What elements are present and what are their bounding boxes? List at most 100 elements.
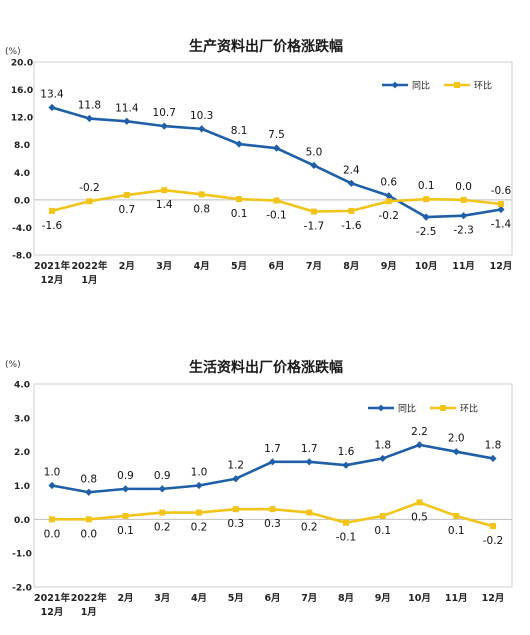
- y-axis-unit: (%): [5, 47, 21, 57]
- x-tick-label: 8月: [338, 593, 354, 604]
- y-tick-label: 2.0: [14, 448, 30, 458]
- living-price-chart: 生活资料出厂价格涨跌幅(%)4.03.02.01.00.0-1.0-2.0202…: [5, 359, 513, 618]
- data-point: [158, 485, 166, 493]
- data-point: [273, 197, 280, 204]
- x-tick-label: 10月: [408, 593, 431, 604]
- series-yoy: 1.0 0.8 0.9 0.9 1.0 1.2 1.7 1.7 1.6 1.8 2.2 2.0 1.8: [44, 426, 501, 496]
- data-point: [379, 512, 386, 519]
- data-point: [122, 512, 129, 519]
- data-label: 0.5: [411, 511, 428, 523]
- x-tick-label: 2月: [117, 593, 133, 604]
- data-point: [452, 448, 460, 456]
- data-point: [85, 114, 94, 123]
- x-tick-label: 6月: [264, 593, 280, 604]
- data-point: [385, 192, 393, 200]
- x-tick-label: 3月: [156, 261, 172, 272]
- legend-marker: [391, 81, 399, 89]
- data-label: 1.7: [264, 443, 281, 455]
- y-axis-unit: (%): [5, 360, 21, 370]
- data-label: 1.0: [191, 467, 208, 479]
- data-point: [198, 125, 206, 133]
- data-label: 0.7: [118, 204, 135, 216]
- series-mom: -1.6 -0.2 0.7 1.4 0.8 0.1 -0.1 -1.7 -1.6 -0.2 0.1 0…: [42, 180, 512, 232]
- chart-panel-living: 生活资料出厂价格涨跌幅 (%) 4.0 3.0 2.0 1.0 0.0 -1.0 -2.0 202…: [0, 315, 530, 631]
- y-tick-label: 0.0: [14, 196, 30, 206]
- series-mom: 0.0 0.0 0.1 0.2 0.2 0.3 0.3 0.2 -0.1 0.1 0.5 0.1 -0.…: [44, 499, 503, 547]
- data-point: [497, 205, 505, 214]
- x-tick-label: 6月: [268, 261, 284, 272]
- y-tick-label: 3.0: [14, 414, 30, 424]
- y-tick-label: 4.0: [14, 381, 30, 391]
- data-point: [310, 208, 317, 215]
- data-label: 0.6: [380, 177, 397, 189]
- data-label: 0.0: [44, 528, 61, 540]
- x-tick-label: 10月: [415, 261, 438, 272]
- data-point: [123, 117, 131, 125]
- x-tick-label: 12月: [490, 261, 513, 272]
- data-point: [498, 200, 504, 207]
- chart-title: 生产资料出厂价格涨跌幅: [189, 38, 343, 55]
- data-point: [460, 196, 467, 203]
- data-point: [48, 481, 56, 490]
- data-label: 10.7: [153, 107, 176, 119]
- data-label: 5.0: [306, 146, 323, 158]
- data-label: 0.9: [117, 470, 134, 482]
- data-label: 8.1: [231, 125, 248, 137]
- data-point: [161, 187, 168, 194]
- y-tick-label: -4.0: [12, 224, 32, 234]
- x-tick-label: 2021年 12月: [34, 260, 70, 286]
- data-point: [343, 519, 349, 526]
- data-point: [195, 481, 203, 490]
- x-tick-label: 9月: [375, 593, 391, 604]
- x-tick-label: 12月: [482, 593, 505, 604]
- data-point: [269, 506, 276, 513]
- legend-label: 同比: [412, 80, 430, 92]
- data-label: 0.2: [191, 522, 208, 534]
- data-label: 0.0: [80, 528, 97, 540]
- x-tick-label: 3月: [154, 593, 170, 604]
- x-tick-label: 4月: [191, 593, 207, 604]
- data-label: -1.4: [491, 219, 512, 231]
- data-point: [305, 458, 313, 466]
- data-label: 0.1: [117, 525, 134, 537]
- data-point: [123, 192, 130, 199]
- data-label: 7.5: [268, 129, 285, 141]
- data-label: 0.1: [374, 525, 391, 537]
- data-label: 0.2: [301, 522, 318, 534]
- data-label: -0.6: [491, 185, 512, 197]
- production-price-chart: 生产资料出厂价格涨跌幅(%)20.016.012.08.04.00.0-4.0-…: [5, 38, 513, 286]
- data-label: -1.6: [42, 220, 63, 232]
- data-label: -2.5: [416, 226, 437, 238]
- data-label: 0.1: [231, 208, 248, 220]
- legend-label: 环比: [474, 80, 492, 92]
- data-point: [48, 103, 56, 112]
- y-tick-label: -8.0: [12, 252, 32, 262]
- data-label: -0.2: [379, 210, 400, 222]
- y-tick-label: 0.0: [14, 516, 30, 526]
- data-label: 11.4: [115, 102, 139, 114]
- data-point: [196, 509, 202, 516]
- data-point: [348, 207, 355, 214]
- y-tick-label: 16.0: [11, 86, 33, 96]
- data-label: -0.2: [79, 182, 100, 194]
- x-tick-label: 9月: [381, 261, 397, 272]
- x-tick-label: 11月: [452, 261, 475, 272]
- data-point: [121, 485, 130, 493]
- data-label: -2.3: [453, 225, 474, 237]
- data-label: 0.8: [193, 203, 210, 215]
- data-label: 0.0: [455, 181, 472, 193]
- y-tick-label: 1.0: [14, 482, 30, 492]
- data-label: -0.1: [336, 532, 357, 544]
- legend-marker: [377, 404, 385, 412]
- x-tick-label: 7月: [306, 261, 322, 272]
- data-point: [272, 144, 281, 152]
- legend: 同比 环比: [368, 403, 478, 415]
- data-point: [232, 475, 240, 483]
- data-point: [235, 140, 243, 148]
- y-tick-label: 12.0: [11, 114, 33, 124]
- data-point: [422, 213, 430, 221]
- data-point: [85, 488, 93, 496]
- data-point: [385, 198, 392, 205]
- legend-marker: [454, 82, 460, 88]
